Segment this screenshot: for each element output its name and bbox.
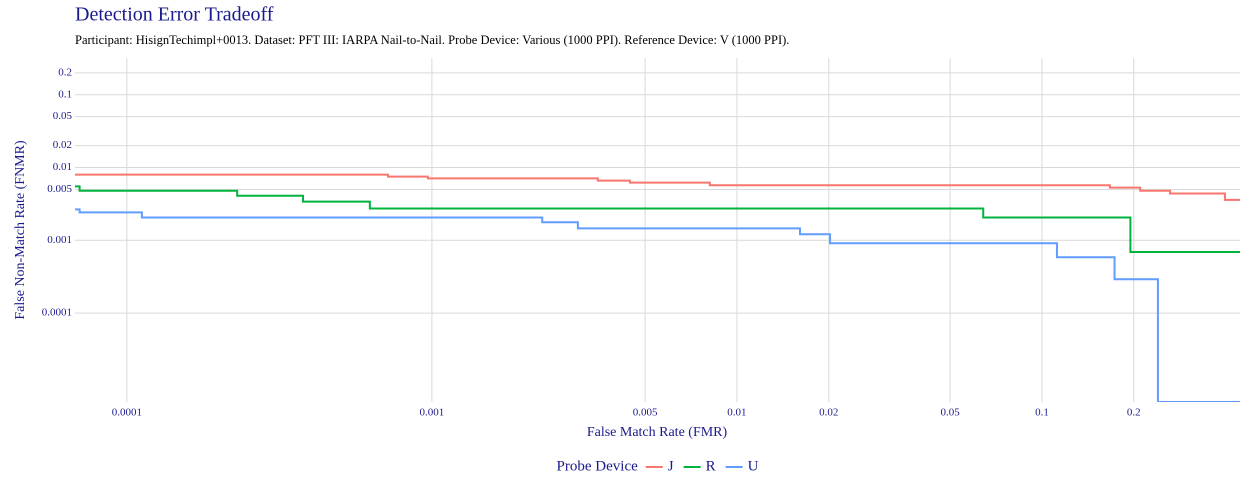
series-line — [75, 173, 1240, 201]
chart-subtitle: Participant: HisignTechimpl+0013. Datase… — [75, 33, 789, 47]
y-tick-label: 0.005 — [47, 183, 72, 195]
y-tick-label: 0.05 — [53, 110, 73, 122]
x-axis-label: False Match Rate (FMR) — [587, 425, 728, 440]
x-tick-label: 0.001 — [420, 407, 445, 419]
chart-title: Detection Error Tradeoff — [75, 4, 274, 26]
x-tick-label: 0.1 — [1035, 407, 1049, 419]
x-tick-label: 0.005 — [633, 407, 658, 419]
series-line — [75, 208, 1240, 402]
y-tick-label: 0.001 — [47, 234, 72, 246]
plot-lines — [75, 173, 1240, 402]
y-tick-label: 0.1 — [58, 88, 72, 100]
series-line — [75, 185, 1240, 254]
y-tick-label: 0.0001 — [42, 307, 72, 319]
legend-label: R — [706, 458, 716, 474]
x-tick-label: 0.05 — [940, 407, 960, 419]
grid — [75, 58, 1240, 402]
x-tick-label: 0.02 — [819, 407, 838, 419]
y-tick-label: 0.01 — [53, 161, 72, 173]
ticks: 0.0001 0.001 0.005 0.01 0.02 0.05 0.1 0.2 0.0001… — [42, 66, 1141, 418]
y-tick-label: 0.02 — [53, 139, 72, 151]
legend-title: Probe Device — [557, 458, 639, 474]
x-tick-label: 0.2 — [1127, 407, 1141, 419]
legend-label: J — [668, 458, 674, 474]
x-tick-label: 0.01 — [727, 407, 746, 419]
y-tick-label: 0.2 — [58, 66, 72, 78]
legend: Probe Device J R U — [557, 458, 759, 474]
x-tick-label: 0.0001 — [112, 407, 142, 419]
legend-label: U — [748, 458, 759, 474]
y-axis-label: False Non-Match Rate (FNMR) — [13, 140, 28, 320]
